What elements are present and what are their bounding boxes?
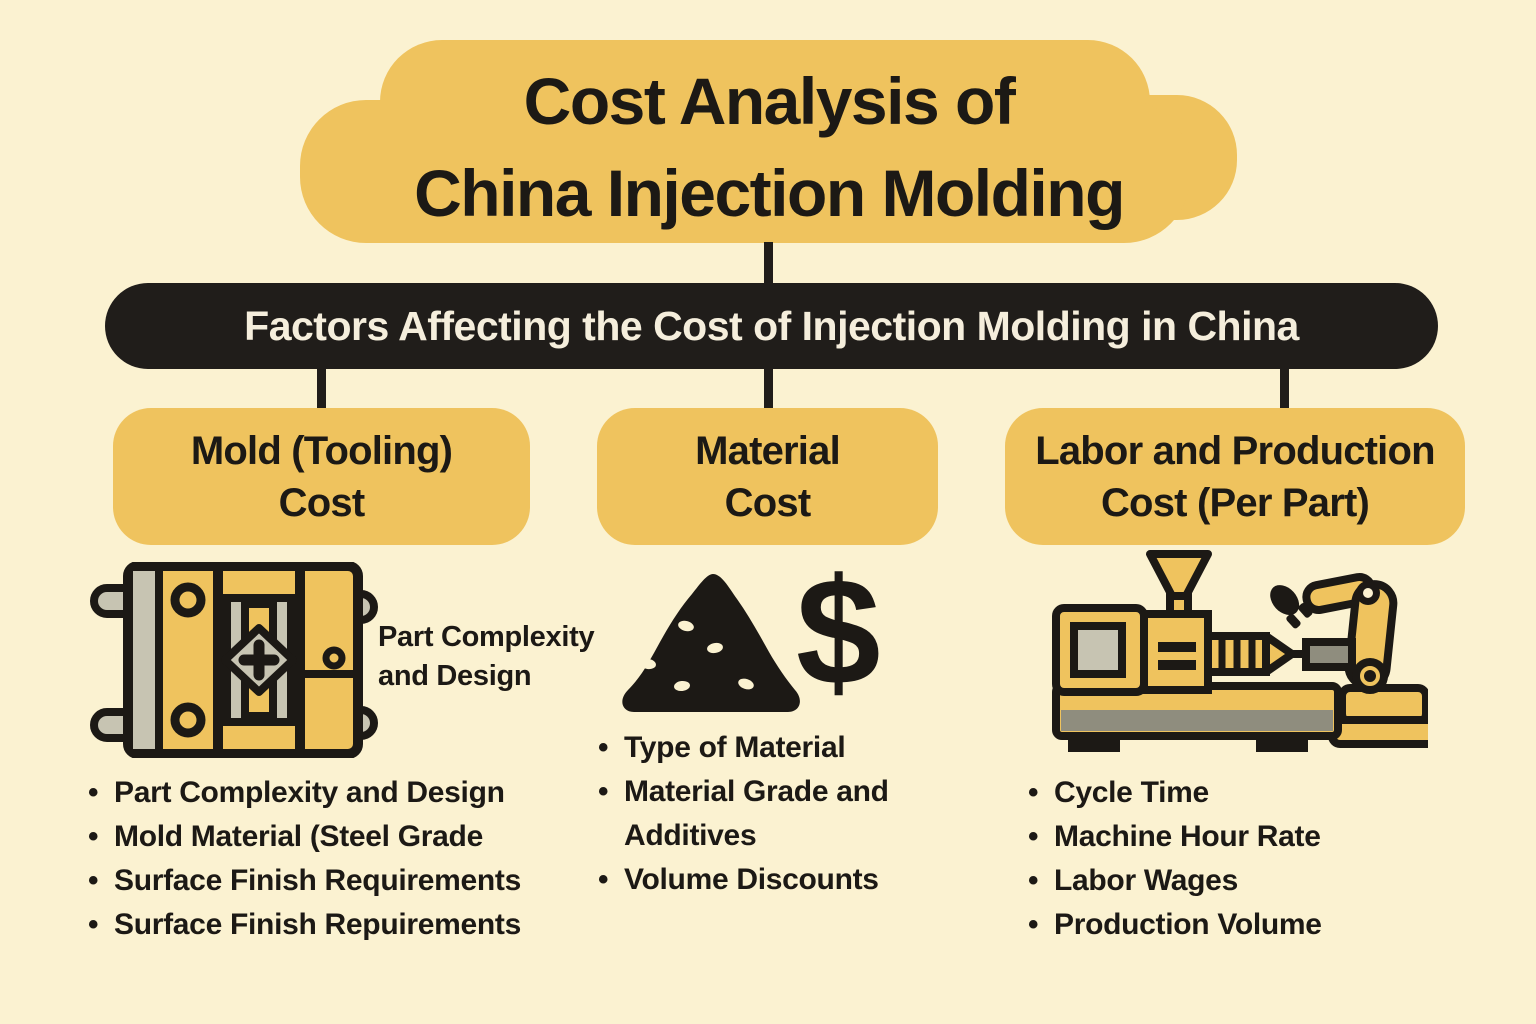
factors-banner-text: Factors Affecting the Cost of Injection …	[244, 302, 1299, 349]
injection-mold-icon	[90, 562, 378, 758]
header-labor-line1: Labor and Production	[1035, 428, 1435, 473]
list-item: Cycle Time	[1026, 771, 1456, 815]
list-item: Mold Material (Steel Grade	[86, 815, 591, 859]
connector-title-to-banner	[764, 242, 773, 286]
mold-callout-label: Part Complexity and Design	[378, 618, 658, 696]
header-material-line2: Cost	[724, 480, 811, 525]
header-mold-line2: Cost	[278, 480, 365, 525]
list-item: Labor Wages	[1026, 859, 1456, 903]
list-item: Surface Finish Requirements	[86, 859, 591, 903]
robot-arm	[1302, 572, 1428, 748]
header-material-line1: Material	[695, 428, 841, 473]
material-pellet-pile-icon	[622, 574, 800, 712]
header-mold-line1: Mold (Tooling)	[190, 428, 453, 473]
molding-machine-robot-arm-icon	[1052, 550, 1428, 752]
dollar-sign-icon: $	[796, 547, 881, 717]
page-title-line1: Cost Analysis of	[523, 63, 1016, 138]
header-labor-line2: Cost (Per Part)	[1100, 480, 1370, 525]
list-item: Volume Discounts	[596, 858, 936, 902]
page-title: Cost Analysis of China Injection Molding	[300, 38, 1238, 245]
connector-banner-to-material-cost	[764, 367, 773, 409]
connector-banner-to-labor-cost	[1280, 367, 1289, 409]
list-item: Type of Material	[596, 726, 936, 770]
mold-cost-factor-list: Part Complexity and Design Mold Material…	[86, 771, 591, 947]
list-item: Production Volume	[1026, 903, 1456, 947]
header-labor-production-cost: Labor and Production Cost (Per Part)	[1005, 408, 1465, 545]
header-material-cost: Material Cost	[597, 408, 938, 545]
title-blob-shape	[300, 40, 1237, 243]
mold-callout-line1: Part Complexity	[378, 621, 595, 653]
list-item: Material Grade and Additives	[596, 770, 936, 858]
factors-banner: Factors Affecting the Cost of Injection …	[105, 283, 1438, 369]
labor-cost-factor-list: Cycle Time Machine Hour Rate Labor Wages…	[1026, 771, 1456, 947]
material-cost-factor-list: Type of Material Material Grade and Addi…	[596, 726, 936, 902]
list-item: Machine Hour Rate	[1026, 815, 1456, 859]
page-title-line2: China Injection Molding	[414, 155, 1125, 230]
list-item: Part Complexity and Design	[86, 771, 591, 815]
list-item: Surface Finish Repuirements	[86, 903, 591, 947]
header-mold-tooling-cost: Mold (Tooling) Cost	[113, 408, 530, 545]
mold-callout-line2: and Design	[378, 660, 532, 692]
title-banner: Cost Analysis of China Injection Molding	[300, 38, 1238, 245]
connector-banner-to-mold-cost	[317, 367, 326, 409]
robot-gripper	[1270, 585, 1313, 629]
